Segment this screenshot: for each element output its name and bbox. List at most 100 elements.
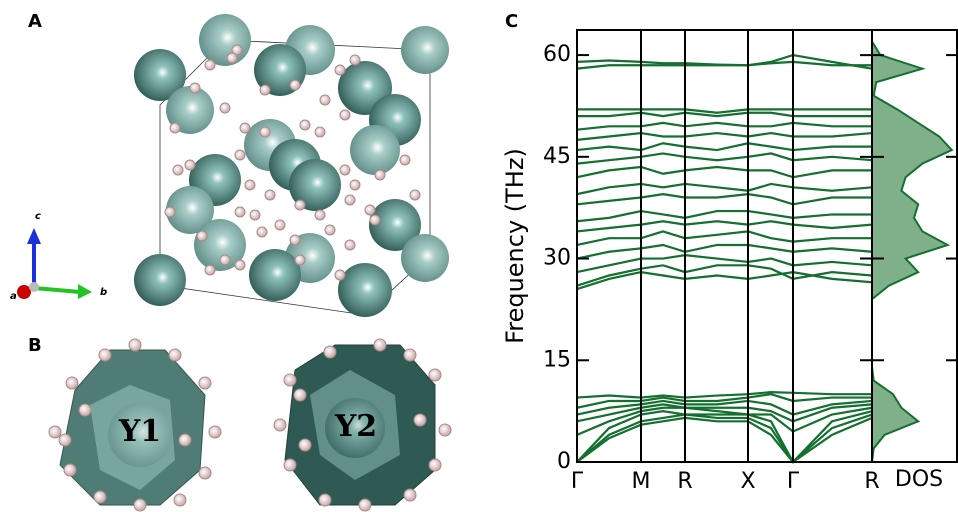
site-label: Y2 [334,409,377,444]
atom [290,80,300,90]
atom [170,123,180,133]
axis-label: a [10,291,17,302]
atom [295,255,305,265]
band [577,392,872,397]
axis-label: b [100,287,107,298]
y-tick-label: 45 [543,144,571,169]
atom [429,369,441,381]
band [577,231,872,245]
atom [290,235,300,245]
crystal-structure [134,14,449,317]
band [577,245,872,259]
atom [401,234,449,282]
axis-label: c [35,211,41,222]
atom [274,419,286,431]
y-tick-label: 60 [543,42,571,67]
atom [365,205,375,215]
x-axis-label: DOS [895,467,943,492]
atom [165,207,175,217]
x-tick-label: Γ [571,469,584,494]
atom [319,494,331,506]
atom [338,263,392,317]
band [577,255,872,272]
band [577,272,872,289]
atom [401,26,449,74]
atom [209,426,221,438]
atom [404,489,416,501]
atom [439,424,451,436]
atom [275,220,285,230]
atom [205,265,215,275]
atom [235,150,245,160]
atom [350,55,360,65]
atom [245,180,255,190]
atom [299,439,311,451]
atom [300,120,310,130]
atom [359,499,371,511]
figure: A B C c b a Y1 Y2 ΓMRXΓR015304560Frequen… [0,0,958,512]
atom [340,165,350,175]
atom [315,127,325,137]
x-tick-label: R [864,469,879,494]
atom [414,414,426,426]
atom [179,434,191,446]
atom [227,53,237,63]
axis-triad: c b a [10,211,107,302]
atom [129,339,141,351]
band [577,133,872,140]
polyhedron-y2: Y2 [285,345,435,505]
atom [197,231,207,241]
atom [404,349,416,361]
atom [99,349,111,361]
atom [350,180,360,190]
atom [284,374,296,386]
y-tick-label: 30 [543,246,571,271]
atom [375,170,385,180]
x-tick-label: X [740,469,755,494]
atom [294,389,306,401]
atom [134,254,186,306]
atom [374,339,386,351]
atom [205,60,215,70]
atom [249,249,301,301]
band [577,109,872,112]
atom [335,65,345,75]
atom [335,270,345,280]
atom [257,227,267,237]
band [577,143,872,150]
panel-label: B [28,335,42,356]
atom [400,155,410,165]
panel-label: A [28,11,42,32]
atom [190,83,200,93]
band [577,153,872,163]
band [577,184,872,194]
atom [250,210,260,220]
atom [220,103,230,113]
atom [260,85,270,95]
atom [174,494,186,506]
panel-label: C [505,11,518,32]
atom [199,467,211,479]
atom [173,165,183,175]
band [577,194,872,204]
atom [340,110,350,120]
x-tick-label: Γ [787,469,800,494]
atom [324,346,336,358]
y-tick-label: 0 [557,449,571,474]
atom [169,349,181,361]
atom [325,225,335,235]
atom [199,14,251,66]
atom [59,434,71,446]
band [577,113,872,116]
atom [370,215,380,225]
atom [260,127,270,137]
atom [429,459,441,471]
atom [410,190,420,200]
atom [66,377,78,389]
atom [345,195,355,205]
atom [64,464,76,476]
dos-area [872,42,952,462]
atom [134,499,146,511]
site-label: Y1 [118,414,161,449]
